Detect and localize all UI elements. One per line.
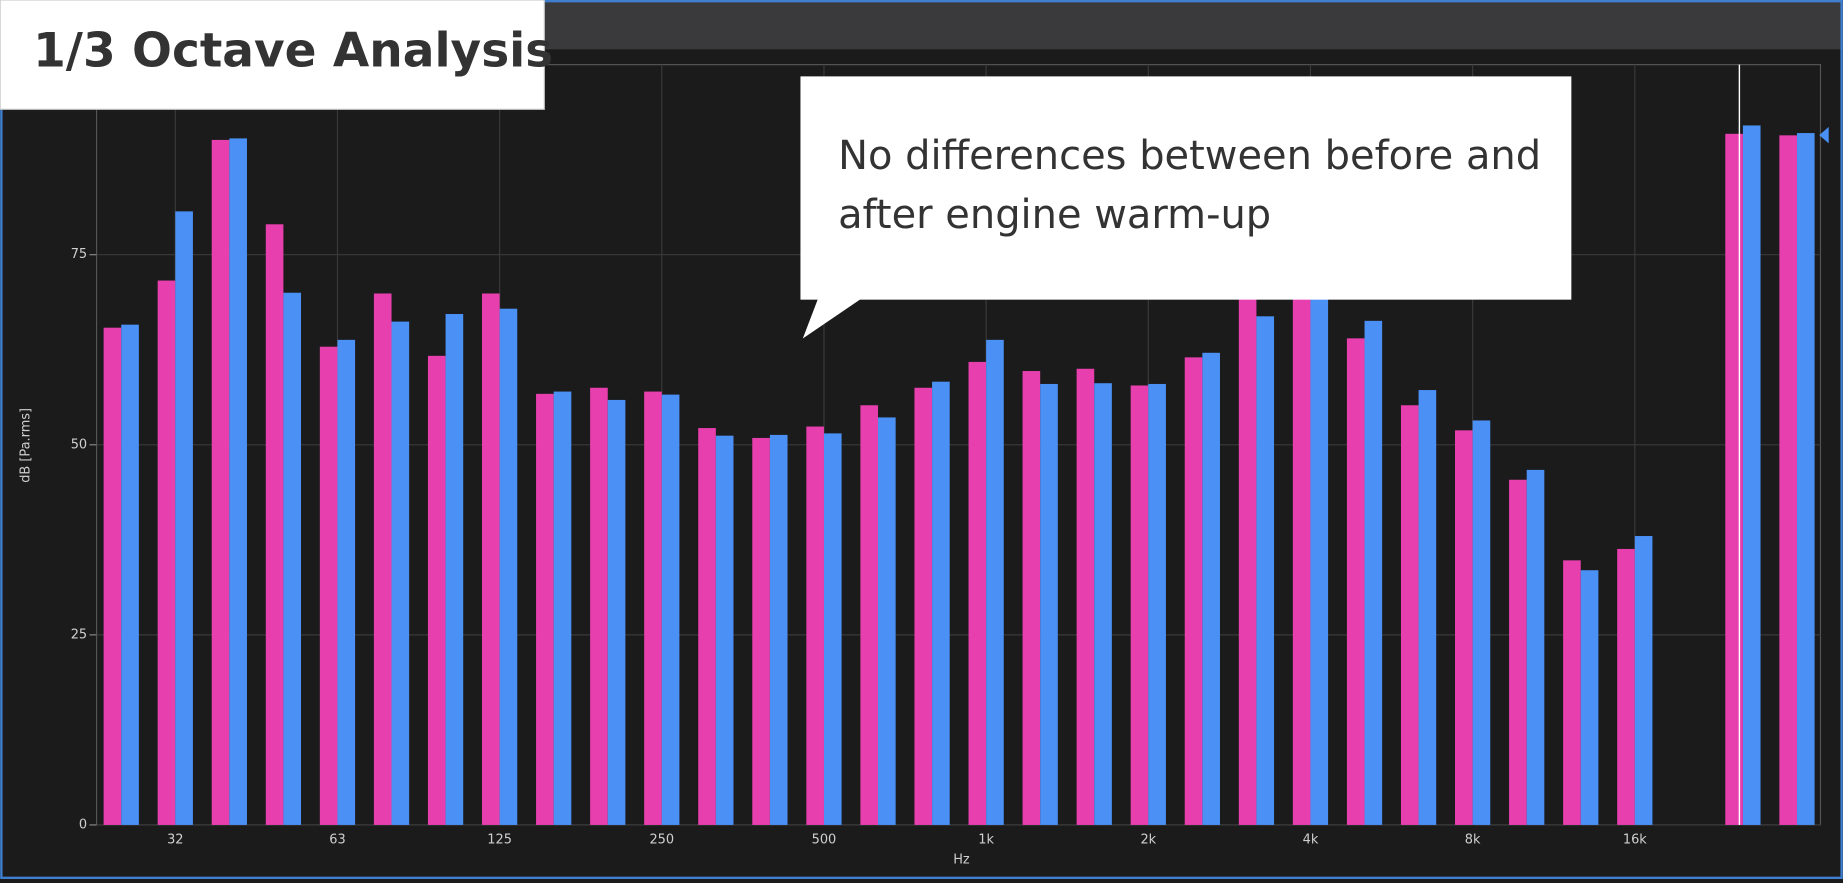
bar [319, 346, 338, 825]
bar [1202, 352, 1220, 825]
bar [1455, 430, 1473, 825]
bar [1472, 420, 1491, 825]
bar [1796, 133, 1815, 825]
bar [1238, 297, 1257, 825]
y-tick-label: 0 [79, 817, 87, 832]
bar [536, 393, 554, 825]
bar [427, 355, 446, 825]
bar [1779, 135, 1797, 825]
bar [157, 280, 176, 825]
bar [121, 324, 139, 825]
bar [445, 314, 464, 825]
title: 1/3 Octave Analysis [33, 24, 553, 79]
bar [914, 387, 933, 825]
bar [391, 321, 410, 825]
x-tick-label: 125 [487, 833, 512, 848]
bar [607, 399, 626, 825]
bar [1184, 357, 1203, 825]
bar [1617, 548, 1635, 825]
bar [1310, 285, 1329, 825]
bar [1725, 133, 1743, 825]
x-tick-label: 1k [978, 833, 994, 848]
y-tick-label: 25 [71, 627, 87, 642]
bar [1364, 320, 1383, 825]
x-tick-label: 8k [1465, 833, 1481, 848]
callout-tail [802, 298, 862, 339]
callout-box [800, 76, 1572, 300]
x-tick-label: 4k [1303, 833, 1319, 848]
bar [1292, 277, 1311, 825]
bar [715, 435, 734, 825]
bar [806, 426, 824, 825]
y-tick-label: 50 [71, 437, 87, 452]
y-axis-label: dB [Pa.rms] [19, 408, 34, 483]
bar [229, 138, 247, 825]
x-tick-label: 2k [1140, 833, 1156, 848]
bar [752, 437, 770, 825]
bar [1742, 125, 1761, 825]
bar [1563, 560, 1581, 825]
bar [211, 139, 230, 825]
bar [1130, 385, 1149, 825]
bar [1256, 316, 1275, 825]
bar [1634, 536, 1653, 825]
bar [1526, 469, 1545, 825]
title-box [0, 0, 545, 110]
bar [1580, 570, 1599, 825]
bar [103, 327, 122, 825]
bar [283, 292, 302, 825]
bar [482, 293, 500, 825]
x-tick-label: 16k [1623, 833, 1647, 848]
bar [1400, 405, 1419, 825]
bar [337, 339, 356, 825]
bar [553, 391, 572, 825]
bar [1040, 383, 1058, 825]
cursor-marker [1819, 126, 1829, 144]
bar [661, 394, 680, 825]
x-tick-label: 500 [812, 833, 837, 848]
bar [1022, 371, 1041, 825]
bar [1418, 390, 1437, 825]
bar [878, 417, 896, 825]
bar [1509, 479, 1527, 825]
bar [932, 381, 950, 825]
bar [769, 434, 788, 825]
bar [860, 405, 879, 825]
x-tick-label: 250 [649, 833, 674, 848]
bar [644, 391, 662, 825]
bar [698, 428, 716, 825]
bar [1346, 338, 1365, 825]
bar [590, 387, 608, 825]
bar [373, 293, 392, 825]
bar [968, 361, 987, 825]
callout-container: No differences between before and after … [838, 132, 1542, 239]
x-axis-label: Hz [953, 853, 970, 868]
y-tick-label: 75 [71, 247, 87, 262]
bar [986, 339, 1004, 825]
bar [499, 308, 518, 825]
x-tick-label: 32 [167, 833, 183, 848]
bar [1076, 368, 1095, 825]
callout-text: No differences between before and after … [838, 132, 1542, 239]
bar [1148, 383, 1166, 825]
x-tick-label: 63 [329, 833, 345, 848]
bar [175, 211, 193, 825]
bar [1094, 383, 1112, 825]
bar [823, 433, 842, 825]
bar [265, 224, 284, 825]
